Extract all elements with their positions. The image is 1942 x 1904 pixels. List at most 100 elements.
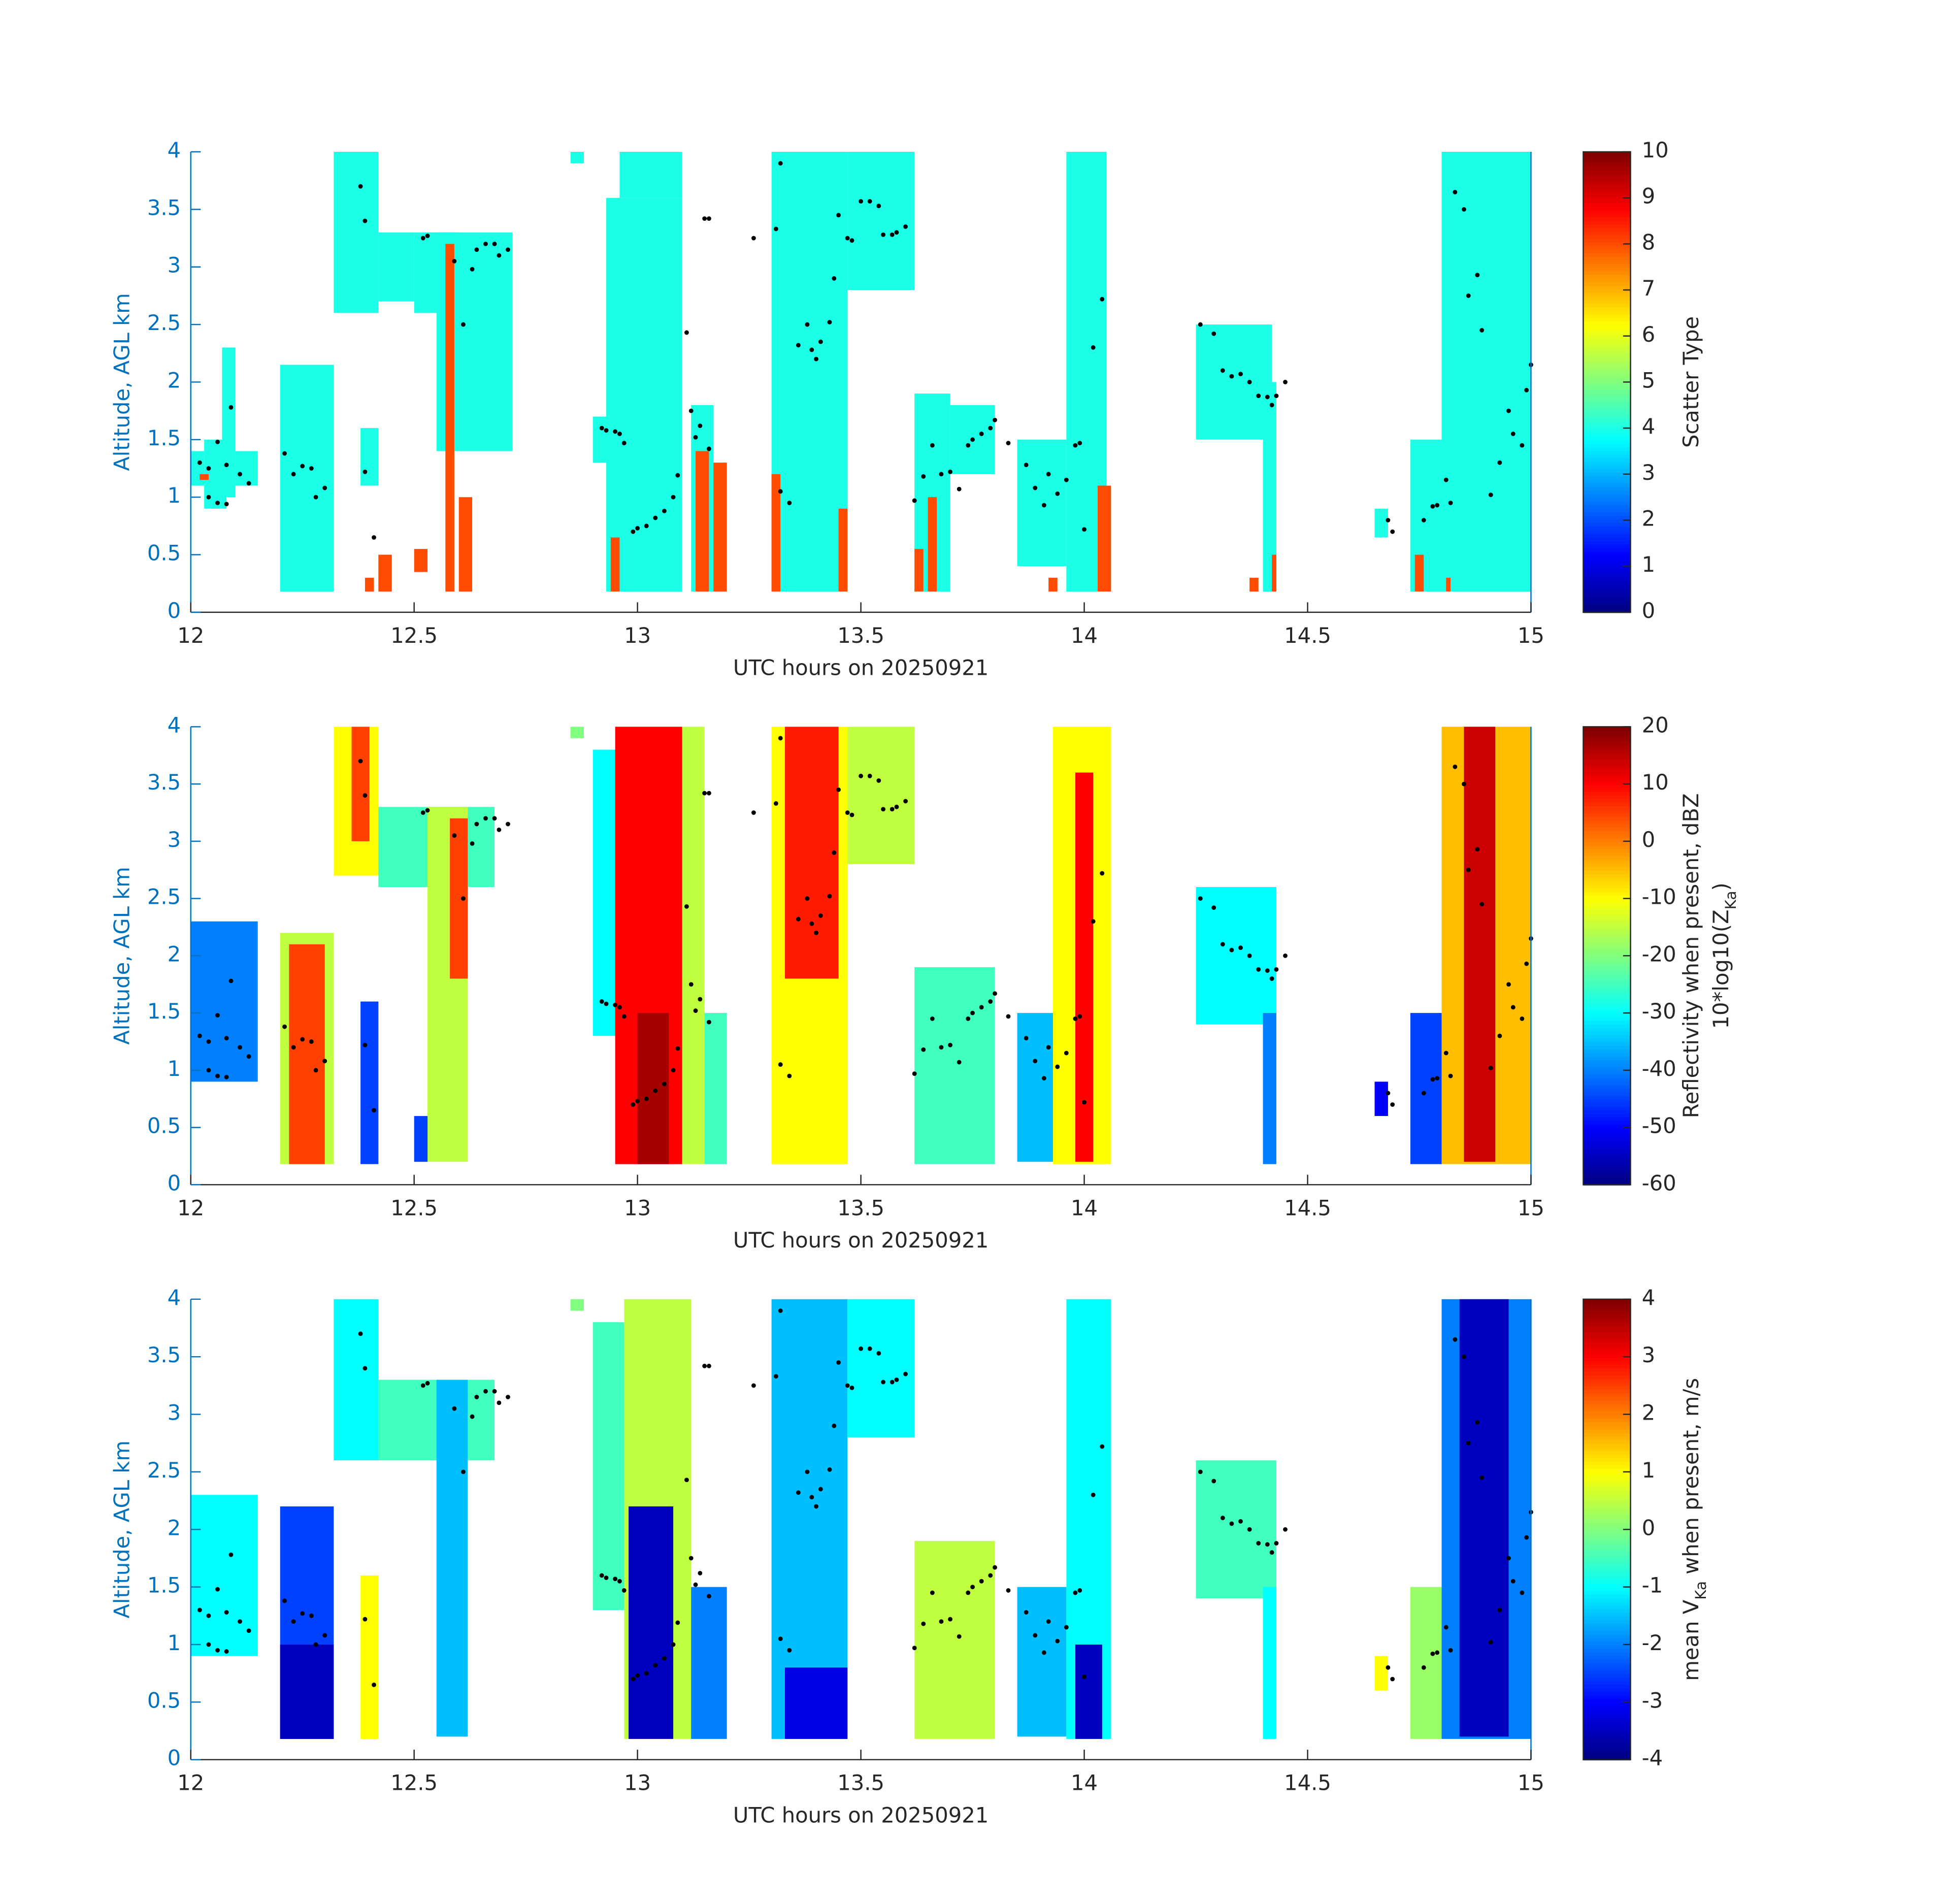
colorbar-segment — [1583, 1013, 1631, 1017]
colorbar-tick-label: 10 — [1642, 770, 1669, 795]
colorbar-segment — [1583, 859, 1631, 864]
cloud-base-dot — [1448, 501, 1453, 505]
colorbar-segment — [1583, 1522, 1631, 1527]
cloud-base-dot — [1435, 1076, 1440, 1081]
cloud-base-dot — [372, 1108, 376, 1113]
colorbar-segment — [1583, 777, 1631, 781]
cloud-base-dot — [1256, 393, 1261, 399]
colorbar-segment — [1583, 1540, 1631, 1545]
cloud-base-dot — [1198, 896, 1203, 901]
cloud-base-dot — [751, 236, 756, 241]
cloud-base-dot — [1091, 919, 1096, 924]
cloud-base-dot — [707, 791, 711, 796]
colorbar-segment — [1583, 973, 1631, 978]
cloud-base-dot — [604, 1001, 609, 1006]
cloud-base-dot — [921, 1047, 926, 1052]
colorbar-segment — [1583, 285, 1631, 289]
cloud-base-dot — [300, 1611, 305, 1616]
cloud-base-dot — [309, 1613, 314, 1618]
colorbar-tick-label: 3 — [1642, 460, 1656, 485]
colorbar-segment — [1583, 844, 1631, 849]
cloud-base-dot — [206, 1039, 211, 1044]
colorbar-segment — [1583, 841, 1631, 846]
colorbar-segment — [1583, 1583, 1631, 1588]
cloud-base-dot — [662, 1656, 667, 1661]
cloud-base-dot — [631, 529, 636, 534]
cloud-base-dot — [693, 1008, 698, 1013]
cloud-base-dot — [693, 1582, 698, 1587]
y-axis-label: Altitude, AGL km — [109, 1440, 134, 1618]
cloud-base-dot — [452, 833, 457, 838]
cloud-base-dot — [849, 238, 854, 243]
colorbar-segment — [1583, 1669, 1631, 1675]
x-tick-label: 14.5 — [1284, 1195, 1331, 1220]
colorbar-segment — [1583, 569, 1631, 574]
heatmap-cell — [280, 1644, 334, 1739]
cloud-base-dot — [1435, 1650, 1440, 1655]
cloud-base-dot — [988, 1573, 993, 1578]
cloud-base-dot — [1229, 374, 1234, 379]
cloud-base-dot — [845, 236, 850, 241]
colorbar-segment — [1583, 155, 1631, 160]
cloud-base-dot — [653, 1089, 658, 1093]
cloud-base-dot — [1064, 477, 1069, 482]
colorbar-segment — [1583, 852, 1631, 857]
cloud-base-dot — [675, 1620, 680, 1625]
cloud-base-dot — [653, 515, 658, 520]
cloud-base-dot — [903, 799, 908, 804]
cloud-base-dot — [930, 1016, 935, 1021]
label-text: ) — [1708, 882, 1733, 891]
heatmap-cell — [1196, 324, 1272, 440]
x-tick-label: 13.5 — [837, 1195, 884, 1220]
x-tick-label: 14 — [1071, 1770, 1098, 1795]
y-tick-label: 0.5 — [147, 1113, 181, 1138]
colorbar-segment — [1583, 1637, 1631, 1642]
cloud-base-dot — [702, 791, 707, 796]
colorbar-segment — [1583, 934, 1631, 939]
cloud-base-dot — [215, 1648, 220, 1653]
colorbar-segment — [1583, 1666, 1631, 1671]
colorbar-segment — [1583, 1705, 1631, 1710]
colorbar-segment — [1583, 1170, 1631, 1175]
cloud-base-dot — [420, 236, 425, 241]
colorbar-segment — [1583, 540, 1631, 545]
cloud-base-dot — [707, 1020, 711, 1025]
cloud-base-dot — [1386, 1665, 1391, 1670]
cloud-base-dot — [1435, 503, 1440, 508]
cloud-base-dot — [662, 508, 667, 513]
colorbar-segment — [1583, 1652, 1631, 1656]
cloud-base-dot — [1046, 1619, 1051, 1624]
heatmap-cell — [629, 1506, 674, 1739]
colorbar-segment — [1583, 1073, 1631, 1078]
x-tick-label: 14.5 — [1284, 1770, 1331, 1795]
y-tick-label: 4 — [168, 1285, 181, 1310]
cloud-base-dot — [1091, 345, 1096, 350]
colorbar-segment — [1583, 1680, 1631, 1685]
heatmap-cell — [1048, 577, 1058, 592]
x-axis-label: UTC hours on 20250921 — [733, 655, 989, 680]
colorbar-segment — [1583, 199, 1631, 203]
colorbar-segment — [1583, 966, 1631, 971]
colorbar-segment — [1583, 411, 1631, 415]
cloud-base-dot — [425, 234, 430, 238]
colorbar-segment — [1583, 1335, 1631, 1340]
cloud-base-dot — [653, 1663, 658, 1668]
cloud-base-dot — [1198, 1469, 1203, 1474]
heatmap-cell — [1196, 1460, 1276, 1599]
colorbar-segment — [1583, 1479, 1631, 1484]
cloud-base-dot — [1453, 189, 1458, 194]
colorbar-segment — [1583, 1461, 1631, 1466]
colorbar-segment — [1583, 342, 1631, 347]
cloud-base-dot — [827, 894, 832, 899]
x-tick-label: 13 — [624, 623, 651, 648]
heatmap-cell — [570, 1299, 584, 1311]
cloud-base-dot — [1283, 380, 1288, 384]
colorbar-segment — [1583, 378, 1631, 383]
heatmap-cell — [351, 727, 370, 841]
colorbar-segment — [1583, 1475, 1631, 1480]
colorbar-segment — [1583, 454, 1631, 458]
colorbar-segment — [1583, 501, 1631, 505]
cloud-base-dot — [1475, 847, 1480, 852]
cloud-base-dot — [1430, 1651, 1435, 1656]
colorbar-segment — [1583, 780, 1631, 785]
